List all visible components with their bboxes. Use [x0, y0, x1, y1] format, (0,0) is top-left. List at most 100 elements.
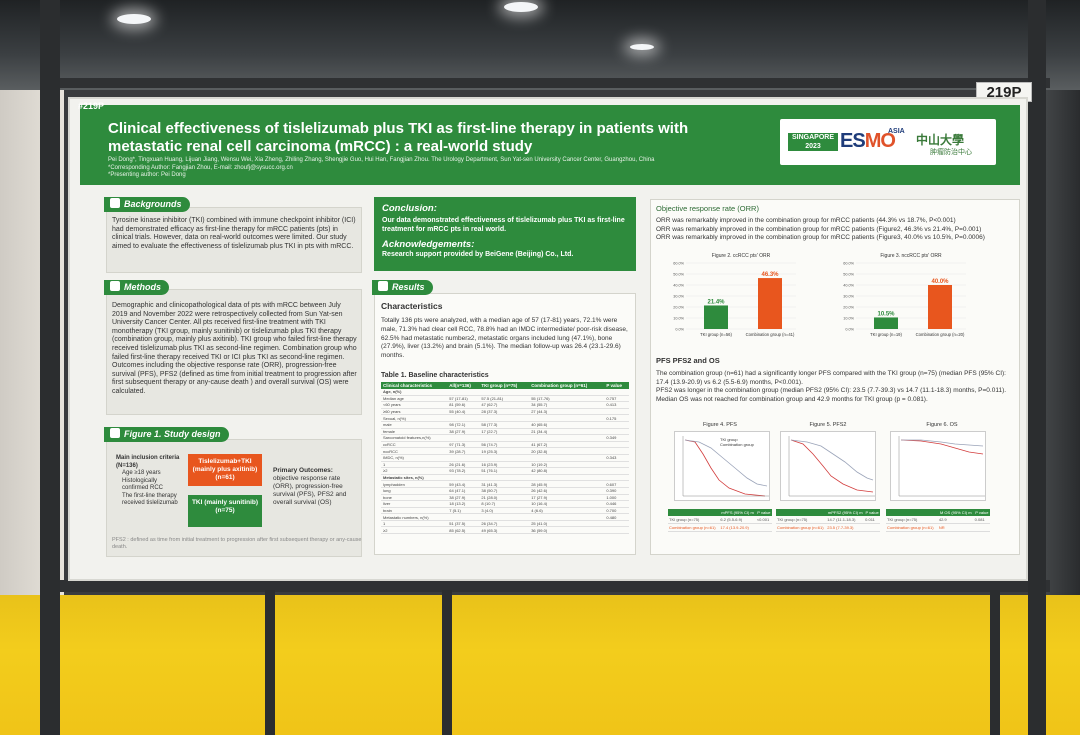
table-row: Median age 57 (17-81) 57.5 (21-81) 55 (17-7…: [381, 395, 629, 403]
table-cell: Sexual, n(%): [381, 414, 448, 422]
table-cell: Age, n(%): [381, 389, 448, 396]
table-cell: [529, 414, 605, 422]
km-table-header: P value: [973, 509, 990, 516]
category-label: TKI group (n=56): [700, 332, 732, 337]
table-header-cell: All(n=136): [447, 382, 480, 389]
table-cell: 58 (77.3): [479, 421, 530, 429]
table-row: 1 26 (21.6) 16 (23.9) 10 (19.2): [381, 461, 629, 469]
bar: [874, 317, 898, 329]
table-cell: 1: [381, 461, 448, 469]
table-cell: 21 (34.4): [529, 428, 605, 436]
table-row: <60 years 81 (59.6) 47 (62.7) 34 (55.7) 0.41…: [381, 401, 629, 409]
table-cell: 10 (16.4): [529, 500, 605, 508]
km-table-header: mPFS2 (95% CI) m: [826, 509, 865, 516]
ceiling-light: [504, 2, 538, 12]
inclusion-title: Main inclusion criteria (N=136): [116, 455, 180, 469]
frame-post: [40, 0, 60, 735]
km-title-pfs: Figure 4. PFS: [703, 422, 737, 428]
data-label: 21.4%: [707, 299, 725, 305]
km-table-cell: 14.7 (11.1-18.3): [826, 516, 865, 524]
km-table-row: TKI group (n=75) 42.9 0.081: [886, 516, 990, 524]
table-row: lung 64 (47.1) 38 (50.7) 26 (42.6) 0.390: [381, 487, 629, 495]
table-cell: 51 (76.1): [479, 467, 530, 475]
category-label: TKI group (n=19): [870, 332, 902, 337]
table-cell: 25 (41.0): [529, 520, 605, 528]
pfs-bullet-3: Median OS was not reached for combinatio…: [656, 395, 928, 403]
category-label: Combination group (n=41): [746, 332, 795, 337]
km-table-cell: Combination group (n=61): [668, 523, 720, 532]
km-table-cell: 0.081: [973, 516, 990, 524]
table-cell: [529, 454, 605, 462]
inclusion-item: The first-line therapy received tisleliz…: [122, 492, 178, 507]
km-table-cell: [973, 523, 990, 532]
km-legend: TKI group Combination group: [720, 437, 754, 447]
table-cell: [447, 434, 480, 442]
table-row: Metastatic sites, n(%): [381, 474, 629, 482]
y-tick-label: 50.0%: [673, 273, 684, 277]
authors-line: Pei Dong*, Tingxuan Huang, Lijuan Jiang,…: [108, 157, 655, 163]
poster: #219P Clinical effectiveness of tisleliz…: [68, 97, 1028, 581]
table-row: ≥2 85 (62.5) 49 (65.3) 36 (59.0): [381, 526, 629, 535]
table-cell: 42 (80.8): [529, 467, 605, 475]
data-label: 46.3%: [761, 272, 779, 278]
document-icon: [110, 198, 120, 208]
table-row: Metastatic numbers, n(%) 0.480: [381, 513, 629, 521]
km-table-cell: TKI group (n=75): [886, 516, 938, 524]
table-cell: 0.700: [604, 507, 629, 515]
km-table-row: Combination group (n=61) NR: [886, 523, 990, 532]
table-cell: female: [381, 428, 448, 436]
table-cell: ≥60 years: [381, 408, 448, 416]
table-cell: 93 (78.2): [447, 467, 480, 475]
orr-bullet-3: ORR was remarkably improved in the combi…: [656, 234, 985, 241]
km-table-cell: 42.9: [937, 516, 974, 524]
km-curve-pfs2: [780, 431, 876, 501]
table-cell: 0.349: [604, 434, 629, 442]
table-row: ≥2 93 (78.2) 51 (76.1) 42 (80.8): [381, 467, 629, 475]
km-table-cell: NR: [937, 523, 974, 532]
table-header-cell: Combination group (n=61): [529, 382, 605, 389]
table-cell: 55 (17-76): [529, 395, 605, 403]
table-cell: ccRCC: [381, 441, 448, 449]
table-cell: 38 (27.9): [447, 494, 480, 502]
table-cell: 0.607: [604, 480, 629, 488]
table-cell: 34 (55.7): [529, 401, 605, 409]
table-cell: liver: [381, 500, 448, 508]
y-tick-label: 50.0%: [843, 273, 854, 277]
inclusion-item: Histologically confirmed RCC: [122, 477, 164, 492]
bar: [758, 278, 782, 329]
km-legend-combo: Combination group: [720, 442, 754, 447]
singapore-2023-logo: SINGAPORE 2023: [788, 133, 838, 151]
table-cell: bone: [381, 494, 448, 502]
km-curve-pfs: [674, 431, 770, 501]
table-row: lymphadden 59 (43.4) 31 (41.3) 28 (45.9) 0.6…: [381, 480, 629, 488]
table-cell: <60 years: [381, 401, 448, 409]
km-table-cell: [864, 523, 880, 532]
km-table-row: TKI group (n=75) 14.7 (11.1-18.3) 0.011: [776, 516, 880, 524]
table-cell: [479, 414, 530, 422]
inclusion-criteria: Main inclusion criteria (N=136) Age ≥18 …: [116, 455, 182, 508]
table-cell: [447, 474, 480, 482]
km-table-header: mPFS (95% CI) m: [719, 509, 756, 516]
table-cell: 17 (27.9): [529, 494, 605, 502]
km-table-cell: [755, 523, 772, 532]
km-table-header: [668, 509, 720, 516]
table-cell: 28 (45.9): [529, 480, 605, 488]
table-row: ≥60 years 55 (40.4) 28 (37.3) 27 (44.3): [381, 408, 629, 416]
table-cell: [479, 513, 530, 521]
category-label: Combination group (n=20): [916, 332, 965, 337]
km-table-cell: 0.011: [864, 516, 880, 524]
floor: [0, 595, 1080, 735]
km-table-header: M OS (95% CI) m: [937, 509, 974, 516]
table-cell: [529, 389, 605, 396]
esmo-logo-part-b: MO: [864, 130, 896, 152]
table-cell: [604, 526, 629, 535]
acknowledgements-text: Research support provided by BeiGene (Be…: [382, 251, 574, 258]
esmo-logo-part-a: ES: [840, 130, 866, 152]
table-cell: [529, 474, 605, 482]
table-cell: [479, 454, 530, 462]
table-title: Table 1. Baseline characteristics: [381, 372, 489, 379]
table-cell: IMDC, n(%): [381, 454, 448, 462]
